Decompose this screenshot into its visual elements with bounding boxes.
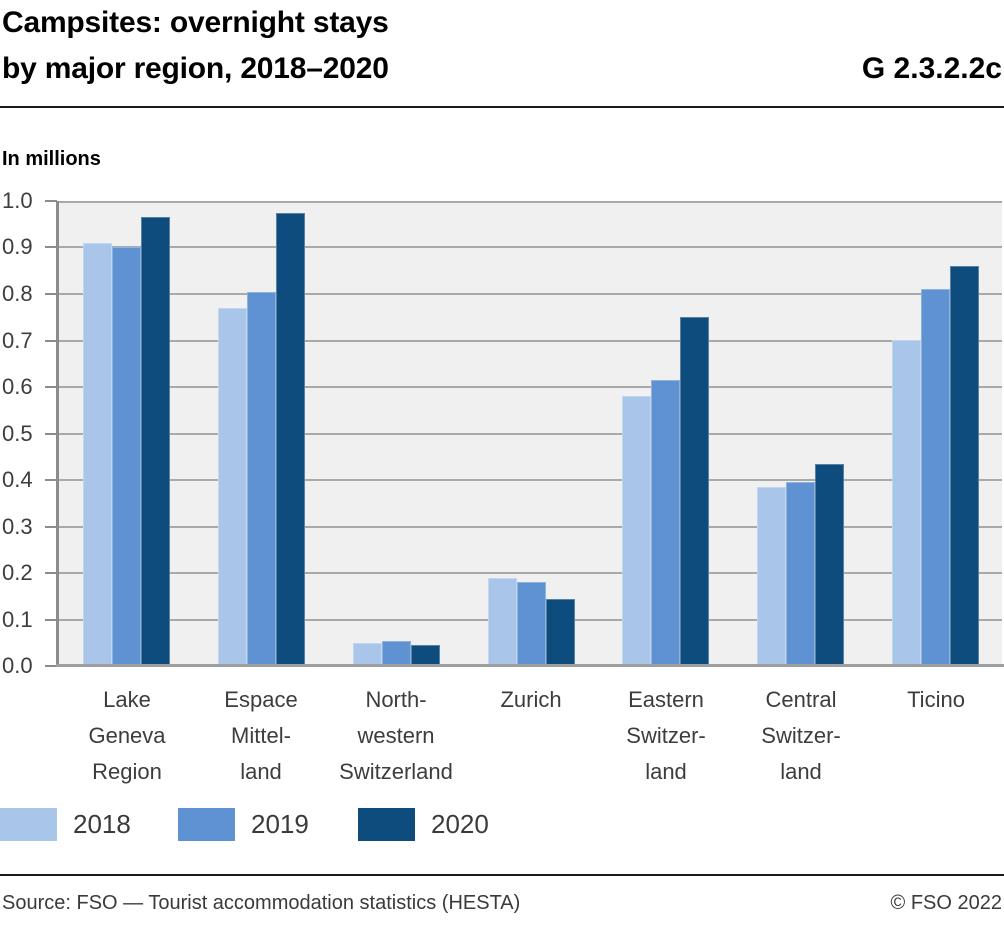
- y-tick-label-0.8: 0.8: [2, 281, 33, 306]
- y-tick-mark-0.0: [45, 665, 57, 667]
- bar-2019-north-western-switzerland: [382, 641, 411, 666]
- y-tick-label-0.7: 0.7: [2, 328, 33, 353]
- bar-2018-zurich: [488, 578, 517, 666]
- gridline-0.6: [58, 386, 1002, 388]
- copyright-text: © FSO 2022: [890, 892, 1002, 914]
- x-tick-label-north-western-switzerland: North- western Switzerland: [339, 687, 453, 784]
- gridline-0.4: [58, 479, 1002, 481]
- bar-2020-zurich: [546, 599, 575, 666]
- y-tick-label-0.9: 0.9: [2, 234, 33, 259]
- chart-title-line1: Campsites: overnight stays: [2, 6, 389, 39]
- y-axis-line: [56, 201, 59, 667]
- bar-2019-zurich: [517, 582, 546, 666]
- x-tick-label-espace-mittelland: Espace Mittel- land: [224, 687, 298, 784]
- y-tick-mark-1.0: [45, 200, 57, 202]
- plot-area: [58, 201, 1002, 666]
- legend-swatch-2018: [0, 808, 57, 841]
- y-tick-label-0.2: 0.2: [2, 560, 33, 585]
- y-tick-mark-0.1: [45, 619, 57, 621]
- legend-swatch-2020: [358, 808, 415, 841]
- x-tick-label-zurich: Zurich: [500, 687, 562, 712]
- y-tick-mark-0.7: [45, 340, 57, 342]
- y-tick-mark-0.4: [45, 479, 57, 481]
- y-tick-label-0.6: 0.6: [2, 374, 33, 399]
- bar-2019-ticino: [921, 289, 950, 666]
- footer-divider: [0, 874, 1004, 876]
- bar-2018-ticino: [892, 340, 921, 666]
- bar-2018-central-switzerland: [757, 487, 786, 666]
- gridline-0.7: [58, 340, 1002, 342]
- legend-label-2020: 2020: [431, 809, 489, 839]
- x-axis-line: [56, 664, 1004, 667]
- chart-title-line2: by major region, 2018–2020: [2, 52, 389, 85]
- figure-code: G 2.3.2.2c: [861, 52, 1002, 85]
- bar-2019-lake-geneva-region: [112, 247, 141, 666]
- bar-2020-espace-mittelland: [276, 213, 305, 666]
- y-tick-mark-0.2: [45, 572, 57, 574]
- x-tick-label-ticino: Ticino: [907, 687, 965, 712]
- gridline-0.9: [58, 246, 1002, 248]
- y-tick-label-0.4: 0.4: [2, 467, 33, 492]
- y-axis-unit-label: In millions: [2, 148, 101, 170]
- bar-2018-espace-mittelland: [218, 308, 247, 666]
- bar-2019-espace-mittelland: [247, 292, 276, 666]
- source-text: Source: FSO — Tourist accommodation stat…: [2, 892, 521, 914]
- gridline-0.3: [58, 526, 1002, 528]
- y-tick-label-0.1: 0.1: [2, 607, 33, 632]
- y-tick-label-0.3: 0.3: [2, 514, 33, 539]
- y-tick-mark-0.3: [45, 526, 57, 528]
- x-tick-label-eastern-switzerland: Eastern Switzer- land: [626, 687, 706, 784]
- gridline-0.8: [58, 293, 1002, 295]
- bar-2018-lake-geneva-region: [83, 243, 112, 666]
- bar-2020-north-western-switzerland: [411, 645, 440, 666]
- header-divider: [0, 106, 1004, 108]
- bar-2018-north-western-switzerland: [353, 643, 382, 666]
- y-tick-label-1.0: 1.0: [2, 188, 33, 213]
- bar-2018-eastern-switzerland: [622, 396, 651, 666]
- gridline-0.2: [58, 572, 1002, 574]
- x-tick-label-central-switzerland: Central Switzer- land: [761, 687, 841, 784]
- legend-swatch-2019: [178, 808, 235, 841]
- gridline-1.0: [58, 201, 1002, 203]
- bar-2020-central-switzerland: [815, 464, 844, 666]
- bar-2019-eastern-switzerland: [651, 380, 680, 666]
- bar-2020-eastern-switzerland: [680, 317, 709, 666]
- bar-2019-central-switzerland: [786, 482, 815, 666]
- y-tick-mark-0.5: [45, 433, 57, 435]
- bar-2020-lake-geneva-region: [141, 217, 170, 666]
- y-tick-label-0.5: 0.5: [2, 421, 33, 446]
- x-tick-label-lake-geneva-region: Lake Geneva Region: [88, 687, 166, 784]
- legend-label-2018: 2018: [73, 809, 131, 839]
- gridline-0.5: [58, 433, 1002, 435]
- bar-2020-ticino: [950, 266, 979, 666]
- y-tick-label-0.0: 0.0: [2, 653, 33, 678]
- legend-label-2019: 2019: [251, 809, 309, 839]
- y-tick-mark-0.6: [45, 386, 57, 388]
- y-tick-mark-0.9: [45, 246, 57, 248]
- y-tick-mark-0.8: [45, 293, 57, 295]
